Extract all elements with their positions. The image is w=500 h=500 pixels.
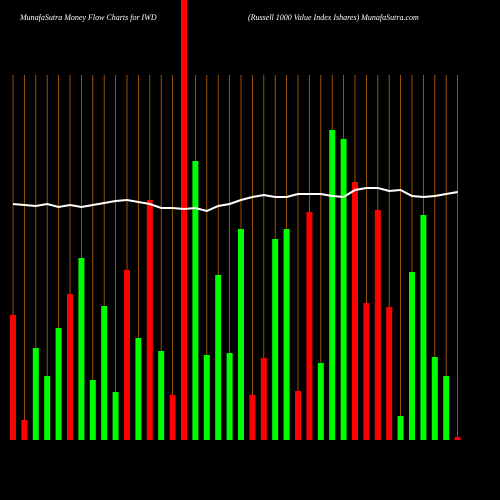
bar	[192, 161, 199, 440]
bar	[283, 229, 290, 440]
chart-title: MunafaSutra Money Flow Charts for IWD	[19, 13, 157, 22]
bar	[374, 210, 381, 440]
bar	[317, 363, 324, 440]
bar	[78, 258, 85, 440]
bar	[443, 376, 450, 440]
bar	[21, 420, 28, 440]
bar	[32, 348, 39, 440]
bar	[44, 376, 51, 440]
bar	[340, 139, 347, 440]
bar	[181, 0, 187, 440]
bar	[101, 306, 108, 440]
bar	[146, 200, 153, 440]
bar	[260, 358, 267, 440]
chart-subtitle: (Russell 1000 Value Index Ishares) Munaf…	[248, 13, 419, 22]
bar	[112, 392, 119, 440]
bar	[363, 303, 370, 440]
bar	[89, 380, 96, 440]
bar	[420, 215, 427, 440]
bar	[226, 353, 233, 440]
bar	[135, 338, 142, 440]
bar	[352, 182, 358, 440]
bar	[10, 315, 16, 440]
bar	[329, 130, 336, 440]
bar	[215, 275, 222, 440]
bar	[249, 395, 256, 440]
bar	[295, 391, 301, 440]
flow-line	[12, 187, 458, 213]
bar	[158, 351, 165, 440]
bar	[124, 270, 130, 440]
bar	[272, 239, 279, 440]
bar	[454, 437, 461, 440]
bar	[55, 328, 62, 440]
bar	[67, 294, 73, 440]
bar	[409, 272, 415, 440]
bar	[169, 395, 176, 440]
bar	[238, 229, 244, 440]
bar	[431, 357, 438, 440]
bar	[386, 307, 393, 440]
bar	[306, 212, 313, 440]
bar	[203, 355, 210, 440]
bar	[397, 416, 404, 440]
